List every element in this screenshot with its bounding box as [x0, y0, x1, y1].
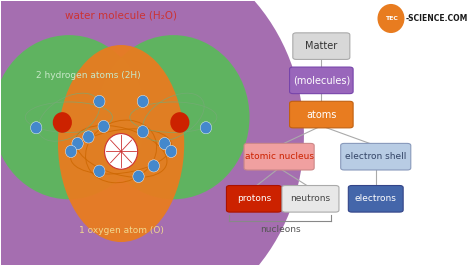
Ellipse shape	[97, 35, 249, 199]
Ellipse shape	[0, 0, 304, 266]
Ellipse shape	[65, 145, 77, 157]
Ellipse shape	[148, 160, 159, 172]
Text: nucleons: nucleons	[260, 225, 301, 234]
Text: Matter: Matter	[305, 41, 337, 51]
Ellipse shape	[72, 138, 83, 150]
Text: TEC: TEC	[384, 16, 397, 21]
Ellipse shape	[105, 134, 137, 169]
Ellipse shape	[165, 145, 177, 157]
Ellipse shape	[94, 165, 105, 177]
Ellipse shape	[94, 95, 105, 107]
FancyBboxPatch shape	[293, 33, 350, 59]
Text: 1 oxygen atom (O): 1 oxygen atom (O)	[79, 226, 164, 235]
Ellipse shape	[201, 122, 211, 134]
Ellipse shape	[30, 122, 42, 134]
Text: 2 hydrogen atoms (2H): 2 hydrogen atoms (2H)	[36, 70, 141, 80]
Ellipse shape	[377, 4, 404, 33]
FancyBboxPatch shape	[290, 101, 353, 128]
Text: (molecules): (molecules)	[293, 75, 350, 85]
Ellipse shape	[137, 126, 148, 138]
Ellipse shape	[0, 35, 145, 199]
Ellipse shape	[58, 45, 184, 242]
FancyBboxPatch shape	[282, 185, 339, 212]
Ellipse shape	[159, 138, 170, 150]
FancyBboxPatch shape	[348, 185, 403, 212]
FancyBboxPatch shape	[341, 143, 411, 170]
Ellipse shape	[83, 131, 94, 143]
Ellipse shape	[170, 112, 190, 133]
Text: neutrons: neutrons	[291, 194, 330, 203]
Text: electron shell: electron shell	[345, 152, 406, 161]
Text: water molecule (H₂O): water molecule (H₂O)	[65, 11, 177, 21]
Text: atoms: atoms	[306, 110, 337, 120]
Ellipse shape	[133, 170, 144, 182]
FancyBboxPatch shape	[290, 67, 353, 94]
FancyBboxPatch shape	[244, 143, 314, 170]
FancyBboxPatch shape	[227, 185, 281, 212]
Ellipse shape	[137, 95, 148, 107]
Ellipse shape	[53, 112, 72, 133]
Text: -SCIENCE.COM: -SCIENCE.COM	[405, 14, 468, 23]
Text: electrons: electrons	[355, 194, 397, 203]
Text: atomic nucleus: atomic nucleus	[245, 152, 314, 161]
Ellipse shape	[98, 120, 109, 132]
Text: protons: protons	[237, 194, 271, 203]
